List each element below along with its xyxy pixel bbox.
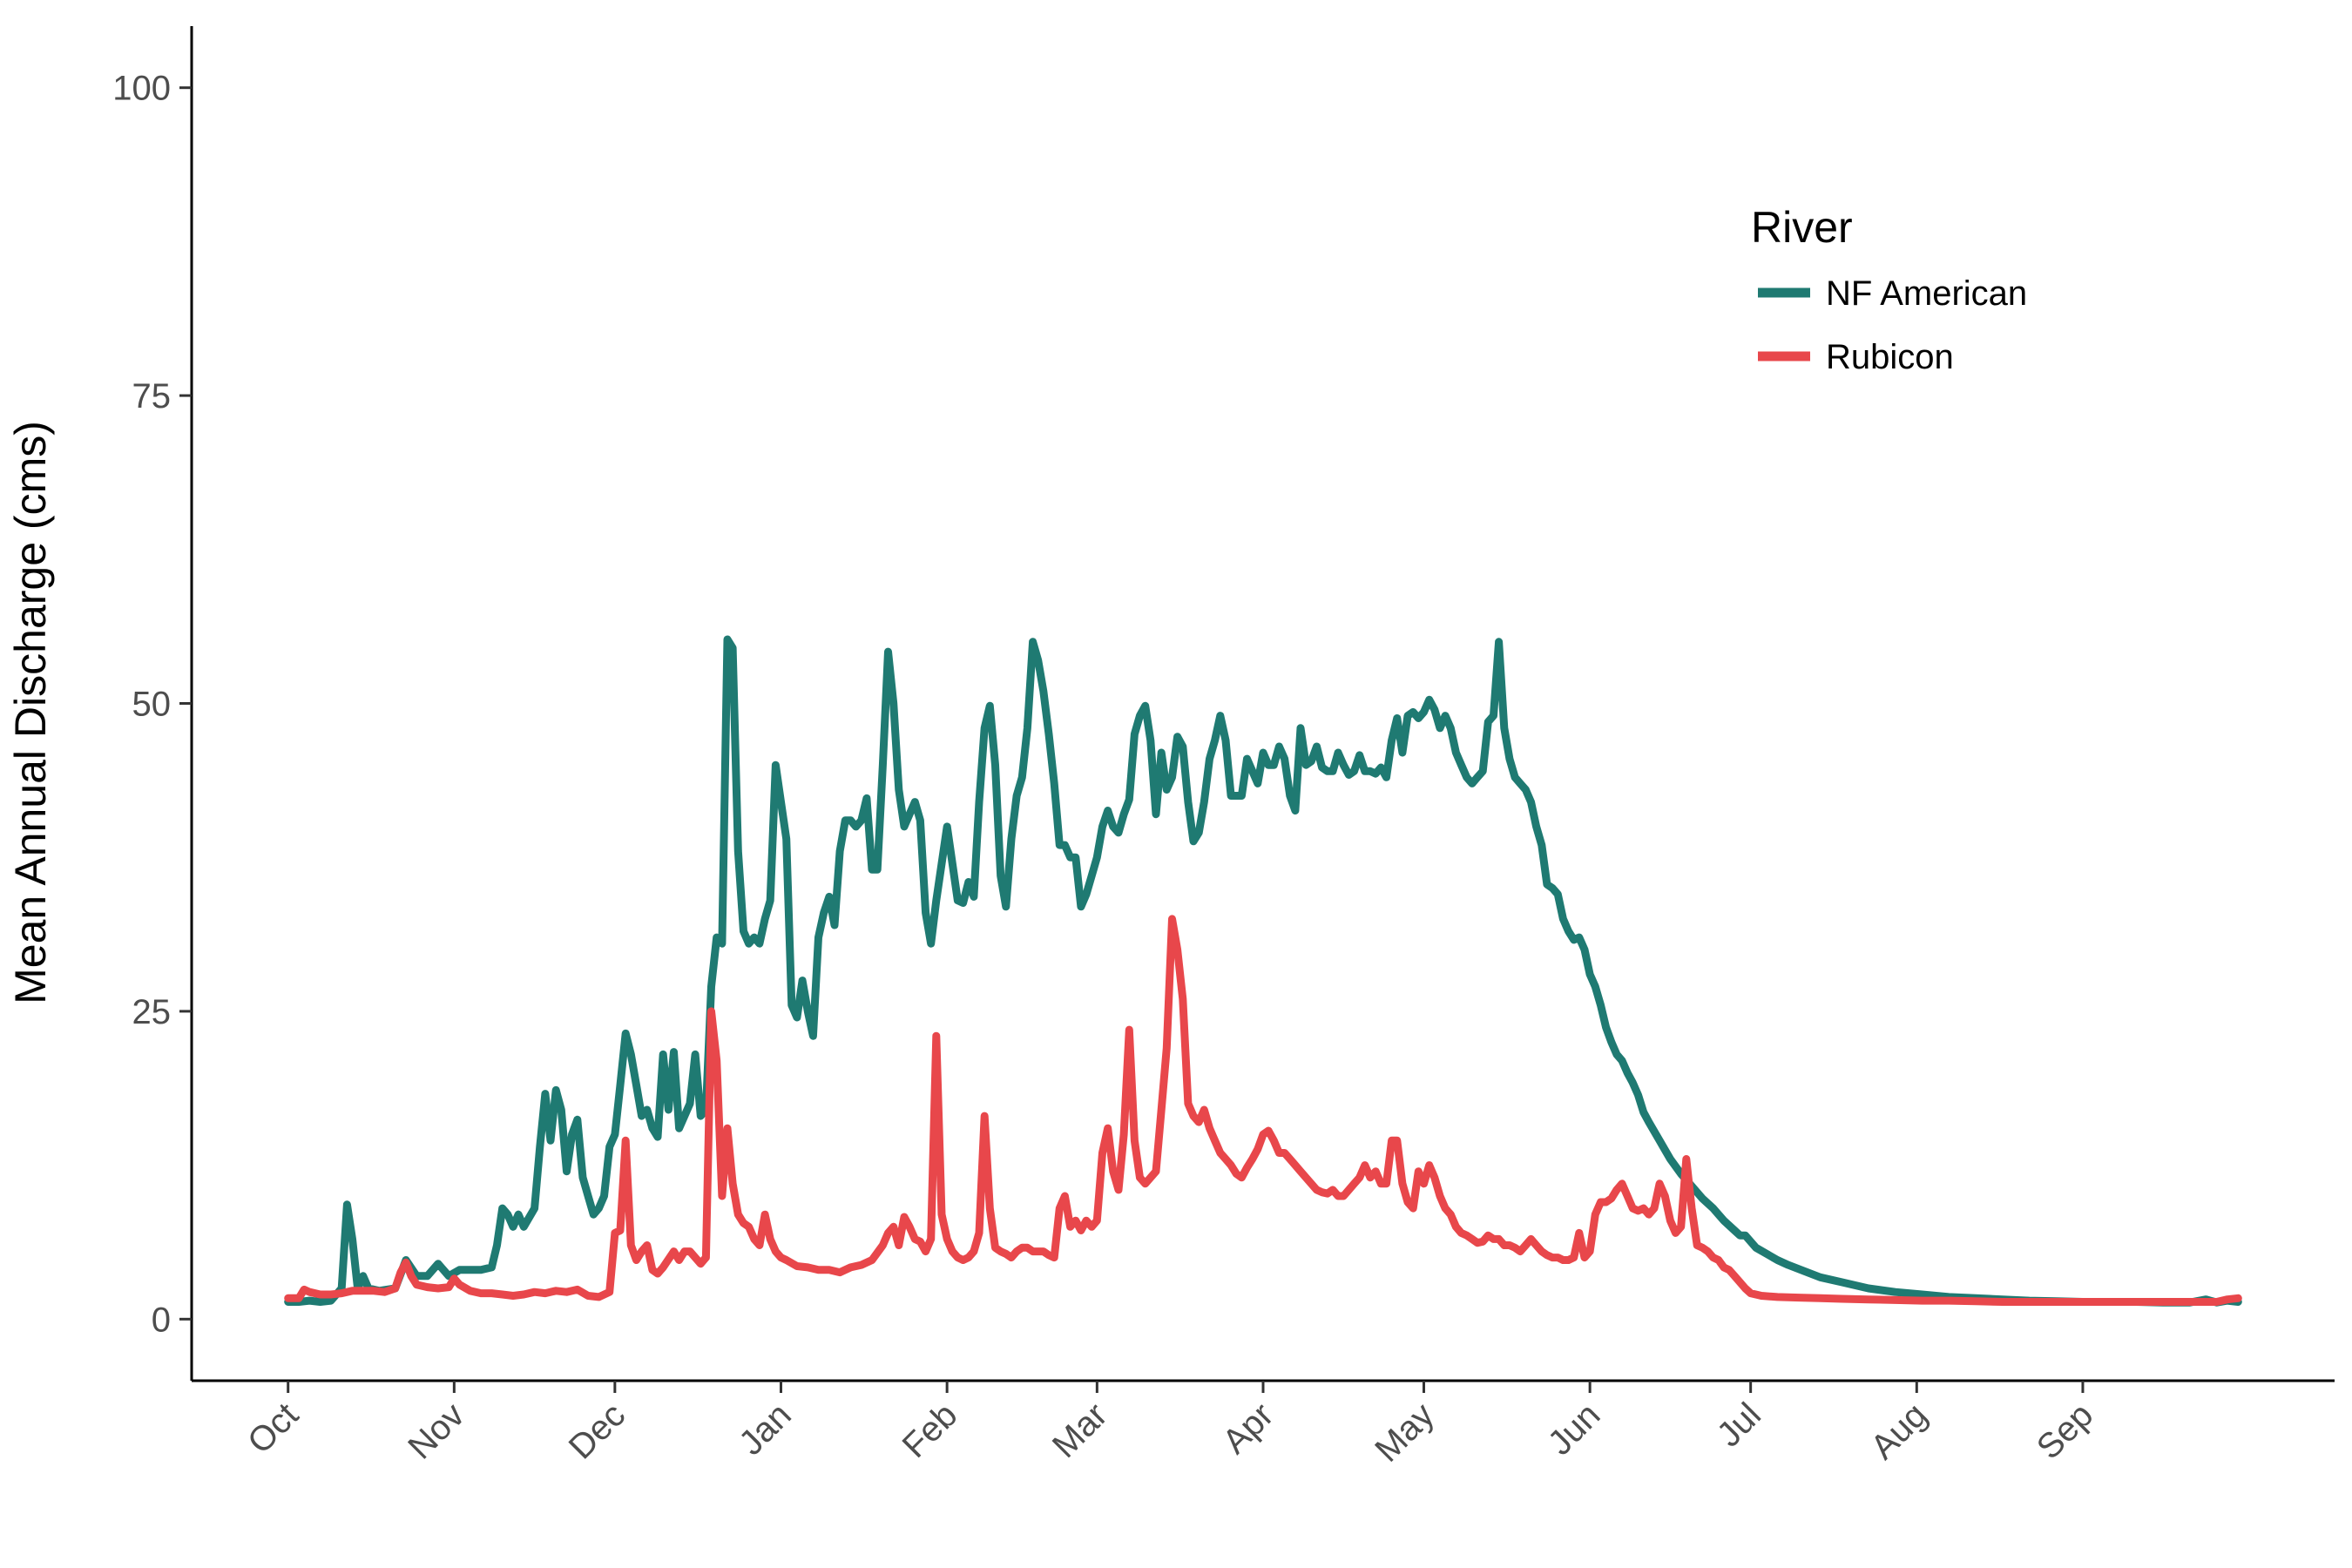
x-axis: Oct Nov Dec Jan Feb Mar Apr May Jun Jul Aug Sep — [192, 1379, 2335, 1470]
x-tick-label: Apr — [1215, 1396, 1281, 1461]
x-tick-label: Feb — [896, 1396, 965, 1465]
y-tick-label: 75 — [132, 377, 172, 416]
legend-label: NF American — [1826, 274, 2027, 313]
x-tick-label: May — [1368, 1396, 1442, 1470]
x-tick-label: Aug — [1863, 1396, 1934, 1466]
y-axis: 0 25 50 75 100 — [112, 26, 193, 1381]
x-tick-label: Jan — [732, 1396, 799, 1463]
x-tick-label: Sep — [2030, 1396, 2100, 1466]
y-tick-label: 50 — [132, 686, 172, 724]
x-tick-label: Oct — [240, 1396, 306, 1461]
y-tick-label: 100 — [112, 70, 171, 108]
x-tick-label: Nov — [401, 1396, 471, 1466]
series-line-nf-american — [284, 635, 2242, 1307]
x-tick-label: Jul — [1710, 1396, 1768, 1454]
legend-title: River — [1751, 203, 1853, 252]
x-tick-label: Jun — [1541, 1396, 1608, 1463]
y-tick-label: 0 — [152, 1301, 171, 1339]
y-tick-label: 25 — [132, 993, 172, 1031]
x-tick-label: Dec — [562, 1396, 632, 1466]
y-axis-title: Mean Annual Discharge (cms) — [6, 421, 55, 1004]
legend-label: Rubicon — [1826, 338, 1954, 376]
x-tick-label: Mar — [1045, 1396, 1115, 1465]
legend: River NF American Rubicon — [1751, 203, 2027, 376]
series-line-rubicon — [284, 915, 2242, 1306]
plot-area — [284, 635, 2242, 1307]
